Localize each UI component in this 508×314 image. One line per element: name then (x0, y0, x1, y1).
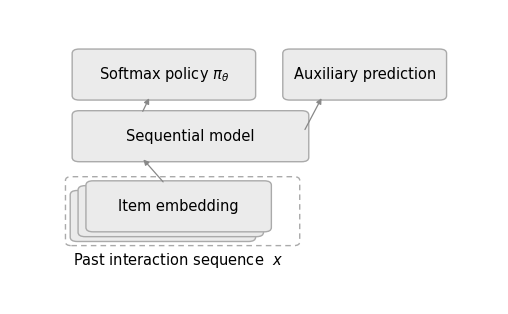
Text: Sequential model: Sequential model (126, 129, 255, 144)
Text: Auxiliary prediction: Auxiliary prediction (294, 67, 436, 82)
FancyBboxPatch shape (70, 191, 256, 241)
FancyBboxPatch shape (72, 111, 309, 162)
FancyBboxPatch shape (78, 186, 264, 237)
Text: Past interaction sequence  $\mathit{x}$: Past interaction sequence $\mathit{x}$ (73, 251, 283, 270)
FancyBboxPatch shape (86, 181, 271, 232)
Text: Item embedding: Item embedding (118, 199, 239, 214)
Text: Softmax policy $\pi_{\theta}$: Softmax policy $\pi_{\theta}$ (99, 65, 229, 84)
FancyBboxPatch shape (72, 49, 256, 100)
FancyBboxPatch shape (283, 49, 447, 100)
